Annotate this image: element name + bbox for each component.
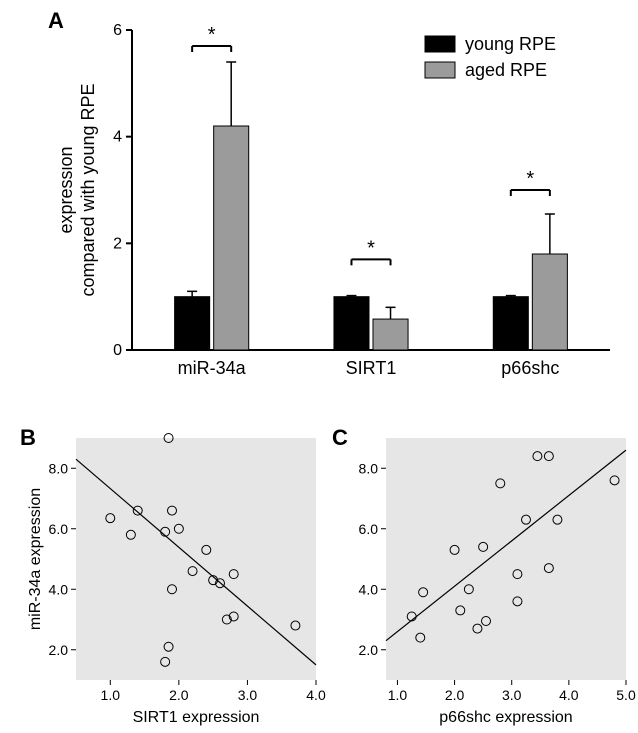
- svg-text:3.0: 3.0: [502, 687, 522, 703]
- svg-text:*: *: [208, 24, 216, 46]
- svg-text:1.0: 1.0: [388, 687, 408, 703]
- svg-text:4.0: 4.0: [306, 687, 326, 703]
- svg-text:SIRT1: SIRT1: [346, 358, 397, 378]
- svg-text:miR-34a: miR-34a: [178, 358, 247, 378]
- svg-text:expression: expression: [60, 146, 76, 233]
- svg-text:2.0: 2.0: [359, 642, 379, 658]
- svg-text:4: 4: [113, 129, 122, 146]
- svg-text:SIRT1 expression: SIRT1 expression: [133, 709, 260, 726]
- svg-text:2.0: 2.0: [169, 687, 189, 703]
- svg-text:0: 0: [113, 342, 122, 359]
- svg-text:1.0: 1.0: [101, 687, 121, 703]
- svg-text:p66shc expression: p66shc expression: [439, 709, 572, 726]
- svg-text:3.0: 3.0: [238, 687, 258, 703]
- figure-root: A 0246expressioncompared with young RPE*…: [0, 0, 638, 733]
- svg-text:6.0: 6.0: [49, 521, 69, 537]
- svg-text:p66shc: p66shc: [501, 358, 559, 378]
- svg-text:8.0: 8.0: [49, 460, 69, 476]
- svg-text:2.0: 2.0: [49, 642, 69, 658]
- panel-c-chart: 1.0 2.0 3.0 4.0 5.0 2.0 4.0 6.0 8.0 p66shc expres…: [336, 428, 636, 728]
- svg-text:6.0: 6.0: [359, 521, 379, 537]
- svg-text:4.0: 4.0: [559, 687, 579, 703]
- svg-text:young RPE: young RPE: [465, 34, 556, 54]
- panel-b-chart: 1.0 2.0 3.0 4.0 2.0 4.0 6.0 8.0 SIRT1 expression…: [26, 428, 326, 728]
- svg-text:8.0: 8.0: [359, 460, 379, 476]
- svg-text:miR-34a expression: miR-34a expression: [27, 488, 44, 630]
- svg-text:*: *: [526, 168, 534, 190]
- panel-a-chart: 0 2 4 6 expressioncompared with young RPE * mi…: [60, 10, 620, 400]
- svg-text:4.0: 4.0: [49, 581, 69, 597]
- svg-text:2.0: 2.0: [445, 687, 465, 703]
- svg-text:5.0: 5.0: [616, 687, 636, 703]
- svg-text:aged RPE: aged RPE: [465, 60, 547, 80]
- svg-text:2: 2: [113, 235, 122, 252]
- svg-text:4.0: 4.0: [359, 581, 379, 597]
- svg-text:6: 6: [113, 22, 122, 39]
- svg-text:*: *: [367, 237, 375, 259]
- svg-text:compared with young RPE: compared with young RPE: [78, 83, 98, 296]
